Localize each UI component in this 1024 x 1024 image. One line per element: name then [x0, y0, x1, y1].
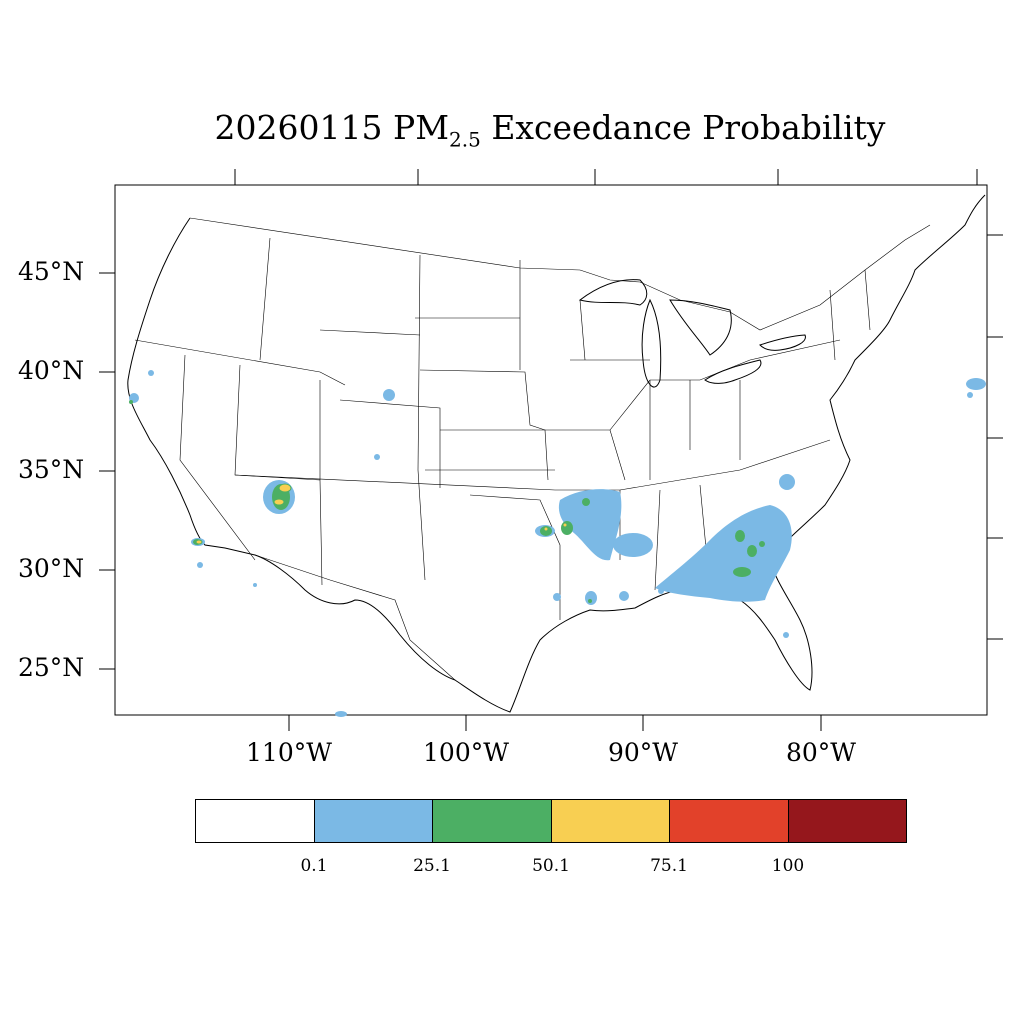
lon-label-80w: 80°W	[785, 738, 856, 767]
green-regions	[129, 400, 765, 603]
state-borders	[134, 217, 871, 620]
title-date: 20260115	[214, 108, 383, 147]
colorbar	[195, 799, 907, 843]
lon-label-100w: 100°W	[423, 738, 509, 767]
coastline	[127, 194, 986, 713]
title-pollutant-subscript: 2.5	[449, 127, 481, 152]
country-borders	[254, 224, 931, 681]
right-ticks	[987, 234, 1003, 640]
lat-label-25: 25°N	[18, 653, 85, 682]
colorbar-bin-5	[788, 800, 906, 842]
lat-label-35: 35°N	[18, 455, 85, 484]
colorbar-label-1: 25.1	[413, 856, 451, 876]
lon-label-90w: 90°W	[607, 738, 678, 767]
yellow-regions	[195, 483, 568, 545]
map-title: 20260115 PM2.5 Exceedance Probability	[0, 108, 1024, 152]
bottom-ticks	[288, 715, 822, 731]
map-frame	[114, 184, 988, 716]
colorbar-label-3: 75.1	[650, 856, 688, 876]
lon-label-110w: 110°W	[246, 738, 332, 767]
colorbar-bin-4	[670, 800, 789, 842]
lat-label-40: 40°N	[18, 356, 85, 385]
colorbar-label-0: 0.1	[300, 856, 328, 876]
title-suffix: Exceedance Probability	[491, 108, 886, 147]
lat-label-45: 45°N	[18, 257, 85, 286]
left-ticks	[99, 272, 115, 670]
top-ticks	[234, 169, 978, 185]
colorbar-label-4: 100	[771, 856, 805, 876]
colorbar-bin-3	[551, 800, 670, 842]
colorbar-bin-1	[314, 800, 433, 842]
lat-label-30: 30°N	[18, 554, 85, 583]
colorbar-label-2: 50.1	[532, 856, 570, 876]
colorbar-bin-2	[433, 800, 552, 842]
colorbar-bin-0	[196, 800, 315, 842]
title-pollutant: PM	[393, 108, 449, 147]
probability-blobs	[129, 370, 986, 717]
